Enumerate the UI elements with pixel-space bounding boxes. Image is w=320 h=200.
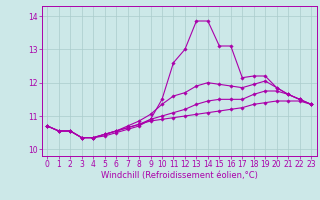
X-axis label: Windchill (Refroidissement éolien,°C): Windchill (Refroidissement éolien,°C) [101, 171, 258, 180]
